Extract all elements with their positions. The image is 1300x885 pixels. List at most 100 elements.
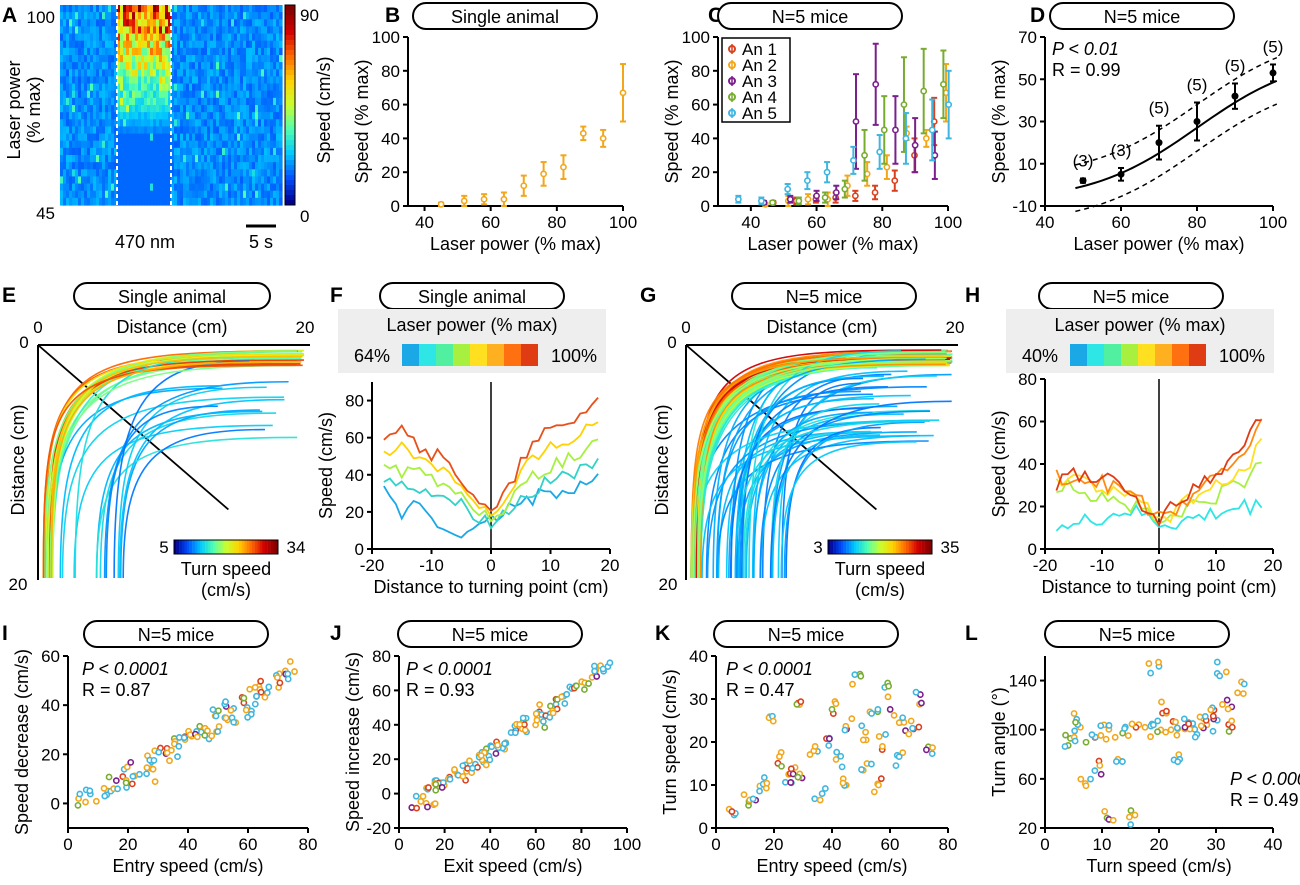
heatmap-cell: [141, 105, 145, 113]
heatmap-cell: [84, 169, 88, 178]
heatmap-cell: [165, 162, 169, 170]
heatmap-cell: [144, 12, 148, 20]
data-point-J: [558, 693, 565, 701]
colorbar-segment-G: [828, 540, 831, 554]
heatmap-cell: [204, 162, 208, 170]
heatmap-cell: [87, 183, 91, 192]
data-point-C: [841, 185, 849, 193]
heatmap-cell: [108, 105, 112, 113]
heatmap-cell: [225, 147, 229, 156]
heatmap-cell: [171, 176, 175, 185]
heatmap-cell: [225, 33, 229, 42]
heatmap-cell: [204, 19, 208, 28]
heatmap-cell: [246, 119, 250, 128]
colorbar-segment-E: [207, 540, 211, 554]
heatmap-cell: [102, 126, 106, 135]
heatmap-cell: [165, 176, 169, 185]
heatmap-cell: [156, 162, 160, 170]
heatmap-cell: [153, 140, 157, 149]
heatmap-cell: [93, 133, 97, 142]
heatmap-cell: [252, 169, 256, 178]
heatmap-cell: [159, 97, 163, 106]
colorbar-segment: [285, 55, 295, 61]
heatmap-cell: [84, 19, 88, 28]
heatmap-cell: [279, 169, 283, 178]
heatmap-cell: [144, 147, 148, 156]
heatmap-cell: [186, 62, 190, 70]
heatmap-cell: [216, 112, 220, 120]
heatmap-cell: [114, 12, 118, 20]
data-point-K: [851, 671, 859, 679]
heatmap-cell: [96, 19, 100, 28]
heatmap-cell: [153, 83, 157, 92]
heatmap-cell: [258, 40, 262, 49]
heatmap-cell: [174, 5, 178, 13]
y-axis-label-H: Speed (cm/s): [989, 410, 1009, 517]
heatmap-cell: [201, 155, 205, 163]
heatmap-cell: [225, 83, 229, 92]
data-point-I: [100, 784, 108, 792]
heatmap-cell: [108, 119, 112, 128]
heatmap-cell: [141, 190, 145, 199]
heatmap-cell: [150, 19, 154, 28]
heatmap-cell: [213, 40, 217, 49]
heatmap-cell: [126, 33, 130, 42]
heatmap-cell: [66, 19, 70, 28]
laser-legend-swatch-F: [521, 344, 538, 366]
heatmap-cell: [171, 26, 175, 35]
heatmap-cell: [114, 62, 118, 70]
trajectory-E: [117, 386, 267, 579]
heatmap-cell: [231, 119, 235, 128]
heatmap-cell: [105, 147, 109, 156]
heatmap-cell: [105, 176, 109, 185]
heatmap-cell: [72, 55, 76, 63]
heatmap-cell: [141, 55, 145, 63]
data-point-I: [284, 675, 292, 683]
heatmap-cell: [102, 5, 106, 13]
heatmap-cell: [186, 162, 190, 170]
heatmap-cell: [141, 140, 145, 149]
heatmap-cell: [279, 97, 283, 106]
heatmap-cell: [201, 62, 205, 70]
heatmap-cell: [267, 5, 271, 13]
heatmap-cell: [159, 147, 163, 156]
heatmap-cell: [228, 169, 232, 178]
heatmap-cell: [276, 133, 280, 142]
heatmap-cell: [153, 19, 157, 28]
heatmap-cell: [246, 97, 250, 106]
heatmap-cell: [147, 183, 151, 192]
heatmap-cell: [183, 133, 187, 142]
heatmap-cell: [192, 69, 196, 78]
colorbar-segment-E: [257, 540, 260, 554]
heatmap-cell: [267, 169, 271, 178]
data-point-L: [1109, 816, 1117, 824]
y-tick-label-H: 80: [1018, 370, 1037, 389]
heatmap-cell: [216, 176, 220, 185]
heatmap-cell: [198, 126, 202, 135]
x-axis-label-L: Turn speed (cm/s): [1086, 856, 1231, 876]
heatmap-cell: [66, 97, 70, 106]
heatmap-cell: [243, 83, 247, 92]
heatmap-cell: [75, 169, 79, 178]
colorbar-unit-G: (cm/s): [855, 580, 905, 600]
panel-title-I: N=5 mice: [138, 625, 215, 645]
heatmap-cell: [201, 197, 205, 206]
data-point-L: [1173, 724, 1181, 732]
data-point-K: [832, 700, 840, 708]
x-tick-label-F: 20: [601, 556, 620, 575]
data-point-J: [516, 720, 524, 728]
heatmap-cell: [189, 119, 193, 128]
x-tick-label-K: 80: [939, 835, 958, 854]
heatmap-cell: [171, 55, 175, 63]
data-point-L: [1222, 668, 1230, 676]
x-tick-label-H: -20: [1033, 556, 1058, 575]
heatmap-cell: [240, 169, 244, 178]
panel-letter-L: L: [965, 622, 978, 645]
heatmap-cell: [171, 83, 175, 92]
heatmap-cell: [135, 83, 139, 92]
heatmap-cell: [177, 62, 181, 70]
heatmap-cell: [198, 176, 202, 185]
heatmap-cell: [66, 183, 70, 192]
heatmap-cell: [93, 126, 97, 135]
heatmap-cell: [267, 119, 271, 128]
